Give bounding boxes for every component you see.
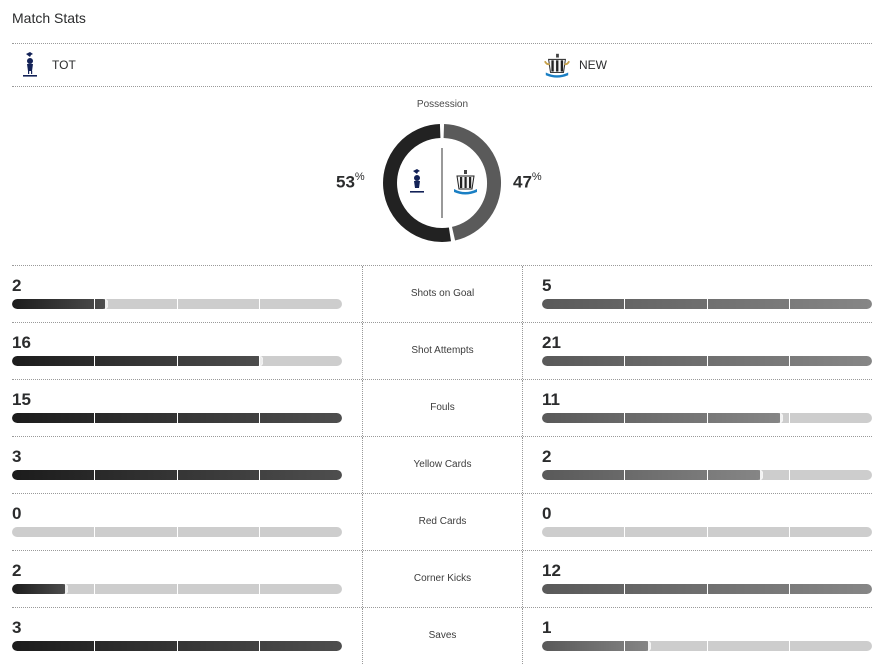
home-possession: 53% bbox=[336, 171, 365, 193]
row-separator bbox=[362, 551, 363, 607]
stat-row-yellow-cards: 3 2 Yellow Cards bbox=[12, 436, 872, 493]
away-stat-bar bbox=[542, 470, 872, 480]
away-stat-bar bbox=[542, 641, 872, 651]
home-team: TOT bbox=[16, 50, 76, 80]
teams-divider bbox=[12, 86, 872, 87]
stat-label: Corner Kicks bbox=[413, 573, 472, 584]
newcastle-crest-icon bbox=[543, 50, 571, 80]
home-team-abbr: TOT bbox=[52, 58, 76, 72]
stat-label: Red Cards bbox=[418, 516, 467, 527]
away-possession: 47% bbox=[513, 171, 542, 193]
home-stat-value: 3 bbox=[12, 447, 22, 466]
row-separator bbox=[362, 323, 363, 379]
row-separator bbox=[522, 266, 523, 322]
away-stat-bar bbox=[542, 584, 872, 594]
row-separator bbox=[362, 266, 363, 322]
stat-label: Fouls bbox=[430, 402, 455, 413]
away-possession-arc bbox=[443, 124, 501, 241]
page-title: Match Stats bbox=[12, 10, 86, 26]
away-stat-bar-fill bbox=[542, 413, 783, 423]
away-possession-value: 47 bbox=[513, 172, 532, 192]
row-separator bbox=[362, 380, 363, 436]
away-team-abbr: NEW bbox=[579, 58, 607, 72]
home-stat-bar-fill bbox=[12, 299, 108, 309]
home-stat-value: 2 bbox=[12, 276, 22, 295]
tottenham-crest-icon bbox=[16, 50, 44, 80]
home-stat-value: 2 bbox=[12, 561, 22, 580]
row-separator bbox=[522, 551, 523, 607]
home-stat-bar bbox=[12, 641, 342, 651]
row-separator bbox=[362, 608, 363, 664]
home-stat-bar bbox=[12, 413, 342, 423]
row-separator bbox=[522, 494, 523, 550]
home-stat-bar bbox=[12, 299, 342, 309]
away-team: NEW bbox=[543, 50, 607, 80]
home-stat-bar bbox=[12, 584, 342, 594]
away-stat-bar bbox=[542, 299, 872, 309]
home-stat-value: 0 bbox=[12, 504, 22, 523]
stat-label: Shots on Goal bbox=[410, 288, 475, 299]
home-stat-value: 15 bbox=[12, 390, 31, 409]
away-stat-bar bbox=[542, 356, 872, 366]
stat-row-fouls: 15 11 Fouls bbox=[12, 379, 872, 436]
away-stat-bar bbox=[542, 413, 872, 423]
stat-row-shots-on-goal: 2 5 Shots on Goal bbox=[12, 265, 872, 322]
stat-label: Shot Attempts bbox=[411, 345, 474, 356]
header-divider bbox=[12, 43, 872, 44]
row-separator bbox=[522, 323, 523, 379]
home-possession-value: 53 bbox=[336, 172, 355, 192]
home-stat-bar-fill bbox=[12, 356, 263, 366]
row-separator bbox=[522, 608, 523, 664]
home-stat-bar-fill bbox=[12, 584, 68, 594]
away-stat-value: 21 bbox=[542, 333, 561, 352]
stat-label: Saves bbox=[428, 630, 457, 641]
row-separator bbox=[362, 494, 363, 550]
home-stat-bar bbox=[12, 470, 342, 480]
home-stat-value: 3 bbox=[12, 618, 22, 637]
stat-row-red-cards: 0 0 Red Cards bbox=[12, 493, 872, 550]
home-possession-unit: % bbox=[354, 171, 365, 183]
away-stat-value: 5 bbox=[542, 276, 552, 295]
row-separator bbox=[522, 437, 523, 493]
stat-label: Yellow Cards bbox=[413, 459, 472, 470]
away-stat-bar-fill bbox=[542, 470, 763, 480]
away-stat-value: 1 bbox=[542, 618, 552, 637]
stat-row-shot-attempts: 16 21 Shot Attempts bbox=[12, 322, 872, 379]
away-stat-value: 0 bbox=[542, 504, 552, 523]
stat-row-saves: 3 1 Saves bbox=[12, 607, 872, 664]
away-stat-value: 2 bbox=[542, 447, 552, 466]
away-possession-unit: % bbox=[531, 171, 542, 183]
row-separator bbox=[522, 380, 523, 436]
donut-home-crest-icon bbox=[410, 169, 424, 193]
away-stat-value: 11 bbox=[542, 390, 560, 409]
donut-away-crest-icon bbox=[454, 170, 477, 195]
stat-row-corner-kicks: 2 12 Corner Kicks bbox=[12, 550, 872, 607]
away-stat-bar-fill bbox=[542, 641, 651, 651]
row-separator bbox=[362, 437, 363, 493]
away-stat-bar bbox=[542, 527, 872, 537]
home-stat-bar bbox=[12, 527, 342, 537]
home-possession-arc bbox=[383, 124, 452, 242]
possession-label: Possession bbox=[416, 99, 469, 110]
home-stat-value: 16 bbox=[12, 333, 31, 352]
home-stat-bar bbox=[12, 356, 342, 366]
possession-donut bbox=[383, 124, 501, 242]
away-stat-value: 12 bbox=[542, 561, 561, 580]
stats-table: 2 5 Shots on Goal 16 21 Shot Attempts 15 11 Foul… bbox=[12, 265, 872, 664]
